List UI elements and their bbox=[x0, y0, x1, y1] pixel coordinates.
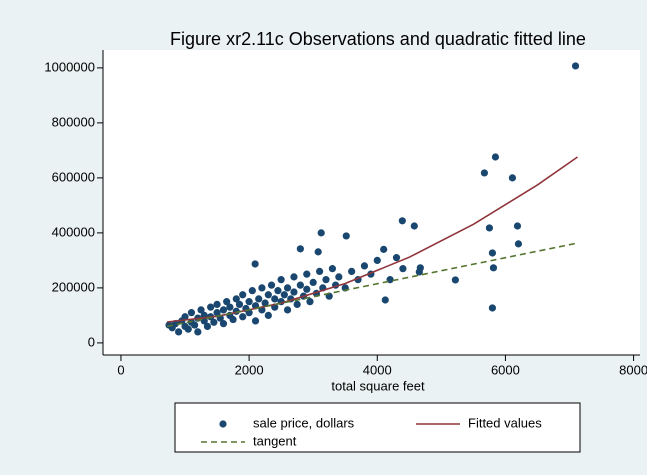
data-point bbox=[360, 262, 369, 270]
data-point bbox=[175, 328, 183, 336]
data-point bbox=[342, 232, 350, 240]
data-point bbox=[309, 278, 317, 286]
data-point bbox=[264, 291, 272, 299]
x-tick-label: 2000 bbox=[235, 362, 264, 377]
data-point bbox=[399, 265, 407, 273]
data-point bbox=[184, 325, 192, 333]
data-point bbox=[451, 276, 459, 284]
y-tick-label: 800000 bbox=[52, 114, 95, 129]
data-point bbox=[398, 217, 406, 225]
data-point bbox=[303, 285, 311, 293]
data-point bbox=[415, 268, 423, 276]
data-point bbox=[491, 153, 500, 161]
data-point bbox=[488, 304, 497, 312]
data-point bbox=[207, 303, 215, 311]
data-point bbox=[513, 222, 522, 230]
data-point bbox=[314, 248, 322, 256]
data-point bbox=[283, 306, 292, 314]
data-point bbox=[219, 320, 228, 328]
data-point bbox=[315, 267, 324, 275]
data-point bbox=[317, 229, 325, 237]
data-point bbox=[213, 309, 221, 317]
y-tick-label: 1000000 bbox=[44, 59, 95, 74]
chart-title: Figure xr2.11c Observations and quadrati… bbox=[170, 29, 586, 49]
data-point bbox=[271, 295, 279, 303]
data-point bbox=[187, 309, 196, 317]
data-point bbox=[251, 260, 259, 268]
data-point bbox=[274, 287, 282, 295]
data-point bbox=[255, 295, 263, 303]
data-point bbox=[322, 276, 330, 284]
data-point bbox=[203, 322, 212, 330]
data-point bbox=[280, 291, 288, 299]
legend-label: tangent bbox=[253, 433, 297, 448]
data-point bbox=[410, 222, 418, 230]
legend-label: sale price, dollars bbox=[253, 415, 355, 430]
data-point bbox=[296, 281, 304, 289]
data-point bbox=[485, 224, 494, 232]
data-point bbox=[335, 273, 343, 281]
data-point bbox=[348, 267, 356, 275]
data-point bbox=[296, 245, 304, 253]
data-point bbox=[245, 298, 253, 306]
data-point bbox=[223, 298, 231, 306]
y-tick-label: 200000 bbox=[52, 279, 95, 294]
data-point bbox=[293, 300, 301, 308]
data-point bbox=[226, 303, 234, 311]
data-point bbox=[267, 281, 276, 289]
data-point bbox=[373, 256, 381, 264]
data-point bbox=[194, 328, 202, 336]
data-point bbox=[191, 321, 199, 329]
data-point bbox=[181, 313, 189, 321]
data-point bbox=[264, 311, 272, 319]
data-point bbox=[235, 300, 244, 308]
x-tick-label: 0 bbox=[117, 362, 124, 377]
legend-box bbox=[174, 402, 581, 453]
data-point bbox=[261, 299, 269, 307]
data-point bbox=[283, 284, 292, 292]
data-point bbox=[213, 300, 221, 308]
data-point bbox=[303, 270, 311, 278]
data-point bbox=[489, 264, 498, 272]
data-point bbox=[258, 284, 266, 292]
data-point bbox=[239, 313, 247, 321]
data-point bbox=[290, 288, 298, 296]
x-tick-label: 4000 bbox=[363, 362, 392, 377]
data-point bbox=[571, 62, 580, 70]
data-point bbox=[392, 254, 401, 262]
data-point bbox=[380, 245, 388, 253]
data-point bbox=[232, 295, 240, 303]
data-point bbox=[248, 287, 256, 295]
y-tick-label: 400000 bbox=[52, 224, 95, 239]
legend-marker bbox=[219, 420, 227, 428]
data-point bbox=[200, 317, 208, 325]
data-point bbox=[229, 315, 237, 324]
data-point bbox=[514, 240, 523, 248]
y-tick-label: 0 bbox=[88, 334, 95, 349]
data-point bbox=[306, 298, 314, 306]
x-tick-label: 6000 bbox=[491, 362, 520, 377]
data-point bbox=[381, 296, 389, 304]
data-point bbox=[251, 317, 260, 325]
data-point bbox=[210, 318, 218, 326]
data-point bbox=[239, 291, 247, 299]
data-point bbox=[480, 169, 489, 177]
data-point bbox=[277, 276, 285, 284]
x-tick-label: 8000 bbox=[619, 362, 647, 377]
data-point bbox=[488, 249, 497, 257]
data-point bbox=[508, 174, 517, 182]
y-tick-label: 600000 bbox=[52, 169, 95, 184]
data-point bbox=[328, 265, 337, 273]
data-point bbox=[290, 273, 298, 281]
legend-label: Fitted values bbox=[468, 415, 542, 430]
x-axis-title: total square feet bbox=[331, 378, 425, 393]
data-point bbox=[219, 306, 228, 314]
data-point bbox=[197, 306, 205, 314]
plot-area bbox=[103, 50, 640, 355]
